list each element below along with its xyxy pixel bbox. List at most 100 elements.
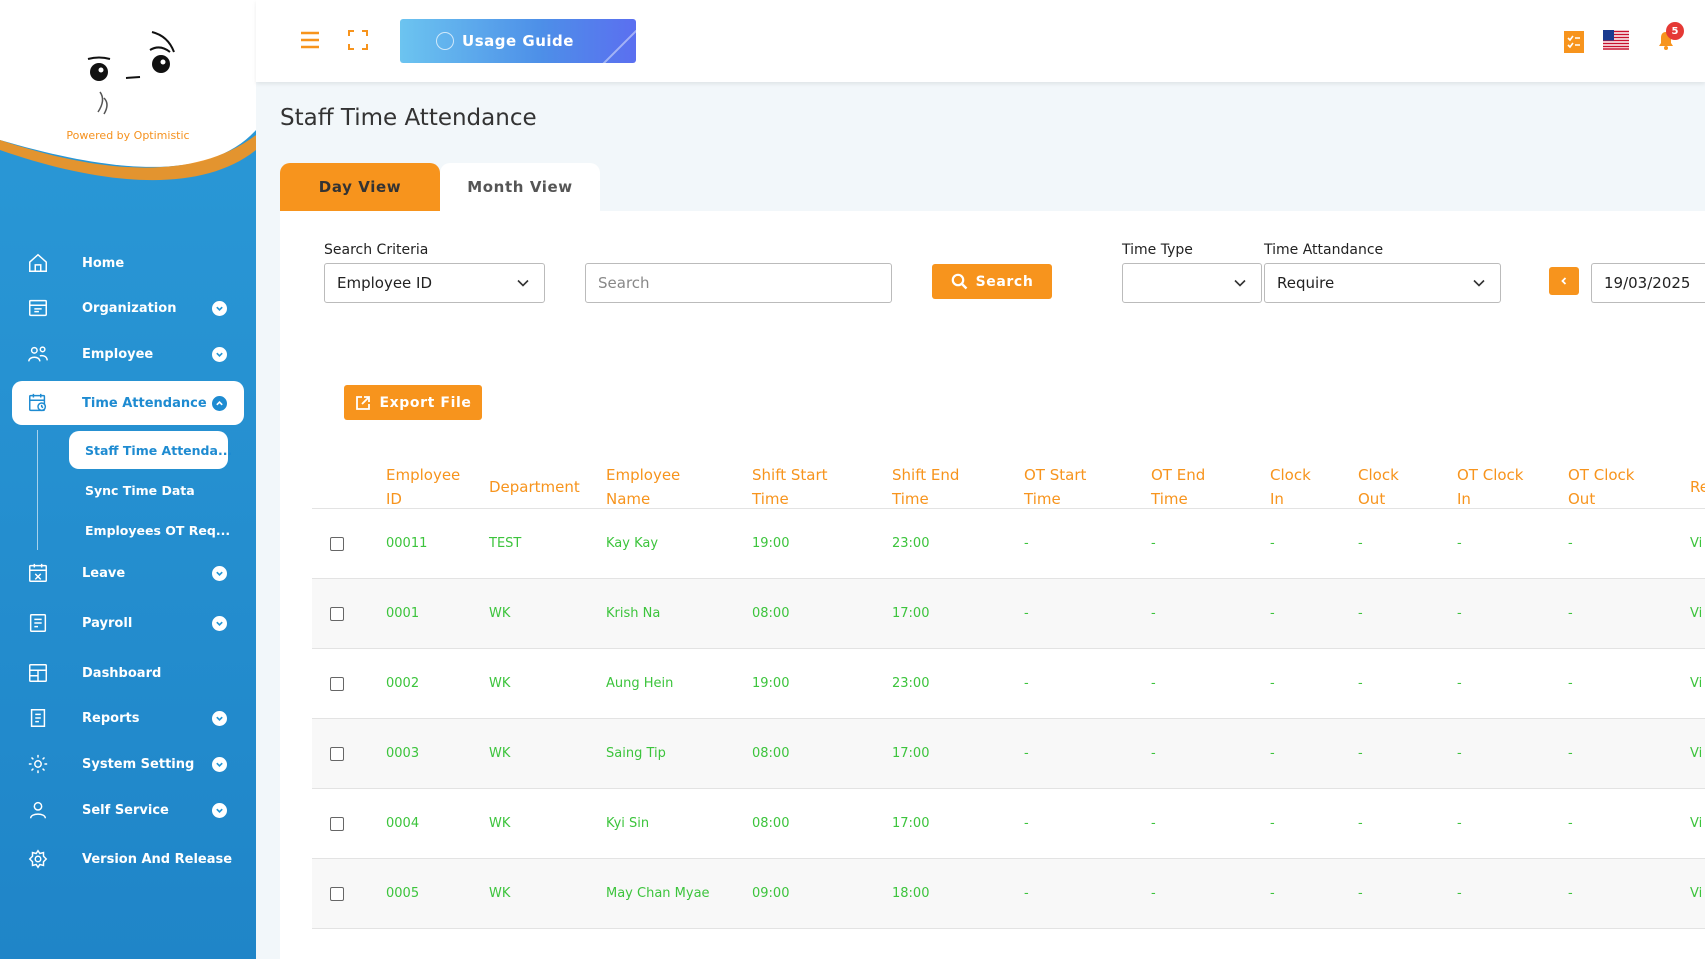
table-row[interactable]: 0002 WK Aung Hein 19:00 23:00 - - - - - - Vi — [312, 649, 1705, 719]
previous-date-button[interactable] — [1549, 267, 1579, 295]
cell-name: Saing Tip — [606, 746, 666, 761]
cell-clock-in: - — [1270, 816, 1275, 831]
search-icon — [951, 273, 968, 290]
cell-ot-start: - — [1024, 886, 1029, 901]
column-header-line: Name — [606, 490, 651, 508]
cell-clock-out: - — [1358, 886, 1363, 901]
row-checkbox[interactable] — [330, 887, 344, 901]
table-row[interactable]: 0001 WK Krish Na 08:00 17:00 - - - - - - Vi — [312, 579, 1705, 649]
cell-ot-start: - — [1024, 676, 1029, 691]
column-header[interactable]: Shift End Time — [892, 463, 959, 511]
checklist-icon[interactable] — [1563, 30, 1585, 58]
sidebar-item-label: Organization — [82, 300, 177, 316]
cell-ot-clock-in: - — [1457, 676, 1462, 691]
column-header-line: OT End — [1151, 466, 1206, 484]
cell-re[interactable]: Vi — [1690, 746, 1703, 761]
cell-re[interactable]: Vi — [1690, 536, 1703, 551]
table-row[interactable]: 0005 WK May Chan Myae 09:00 18:00 - - - - - - Vi — [312, 859, 1705, 929]
cell-dept: WK — [489, 606, 511, 621]
cell-re[interactable]: Vi — [1690, 886, 1703, 901]
cell-re[interactable]: Vi — [1690, 816, 1703, 831]
sidebar-item-self-service[interactable]: Self Service — [12, 788, 244, 832]
organization-icon — [26, 296, 50, 320]
tab-month-view[interactable]: Month View — [440, 163, 600, 211]
export-icon — [355, 395, 371, 411]
cell-shift-start: 08:00 — [752, 816, 790, 831]
cell-clock-in: - — [1270, 676, 1275, 691]
row-checkbox[interactable] — [330, 677, 344, 691]
hamburger-menu-icon[interactable] — [300, 30, 320, 54]
logo-wave-icon — [0, 0, 256, 181]
cell-ot-clock-out: - — [1568, 676, 1573, 691]
sidebar-subitem-sync-time-data[interactable]: Sync Time Data — [85, 482, 195, 498]
date-field[interactable]: 19/03/2025 — [1591, 263, 1705, 303]
column-header[interactable]: Employee Name — [606, 463, 680, 511]
notification-bell-icon[interactable]: 5 — [1657, 22, 1684, 54]
sidebar-item-system-setting[interactable]: System Setting — [12, 742, 244, 786]
column-header[interactable]: OT Start Time — [1024, 463, 1086, 511]
column-header[interactable]: Department — [489, 475, 580, 499]
user-icon — [26, 798, 50, 822]
column-header-line: ID — [386, 490, 402, 508]
cell-ot-start: - — [1024, 746, 1029, 761]
sidebar-item-version-and-release[interactable]: Version And Release — [12, 837, 244, 881]
column-header[interactable]: Clock Out — [1358, 463, 1399, 511]
sidebar-item-label: Reports — [82, 710, 140, 726]
sidebar-item-organization[interactable]: Organization — [12, 286, 244, 330]
cell-shift-start: 08:00 — [752, 606, 790, 621]
column-header-line: Employee — [386, 466, 461, 484]
cell-id: 0005 — [386, 886, 420, 901]
usage-guide-label: Usage Guide — [462, 32, 574, 50]
chevron-down-icon — [212, 565, 227, 581]
cell-ot-clock-out: - — [1568, 606, 1573, 621]
export-file-button[interactable]: Export File — [344, 385, 482, 420]
usage-guide-button[interactable]: Usage Guide — [400, 19, 636, 63]
row-checkbox[interactable] — [330, 817, 344, 831]
column-header[interactable]: OT Clock Out — [1568, 463, 1635, 511]
cell-re[interactable]: Vi — [1690, 676, 1703, 691]
column-header[interactable]: Employee ID — [386, 463, 460, 511]
sidebar-item-label: Time Attendance — [82, 395, 207, 411]
row-checkbox[interactable] — [330, 747, 344, 761]
column-header[interactable]: Shift Start Time — [752, 463, 828, 511]
sidebar-item-dashboard[interactable]: Dashboard — [12, 651, 244, 695]
search-button[interactable]: Search — [932, 264, 1052, 299]
search-input[interactable] — [585, 263, 892, 303]
search-criteria-select[interactable]: Employee ID — [324, 263, 545, 303]
table-row[interactable]: 0004 WK Kyi Sin 08:00 17:00 - - - - - - Vi — [312, 789, 1705, 859]
column-header[interactable]: Clock In — [1270, 463, 1311, 511]
tab-day-view[interactable]: Day View — [280, 163, 440, 211]
sidebar-item-reports[interactable]: Reports — [12, 696, 244, 740]
cell-ot-clock-out: - — [1568, 886, 1573, 901]
column-header[interactable]: OT End Time — [1151, 463, 1205, 511]
time-type-select[interactable] — [1122, 263, 1262, 303]
cell-ot-start: - — [1024, 816, 1029, 831]
column-header[interactable]: OT Clock In — [1457, 463, 1524, 511]
table-row[interactable]: 00011 TEST Kay Kay 19:00 23:00 - - - - - - Vi — [312, 509, 1705, 579]
sidebar-item-employee[interactable]: Employee — [12, 332, 244, 376]
sidebar-subitem-employees-ot-request[interactable]: Employees OT Req... — [85, 522, 231, 538]
sidebar-item-time-attendance[interactable]: Time Attendance — [12, 381, 244, 425]
row-checkbox[interactable] — [330, 537, 344, 551]
sidebar-item-payroll[interactable]: Payroll — [12, 601, 244, 645]
column-header[interactable]: Re — [1690, 475, 1705, 499]
row-checkbox[interactable] — [330, 607, 344, 621]
sidebar-item-leave[interactable]: Leave — [12, 551, 244, 595]
sidebar-item-label: Version And Release — [82, 851, 233, 867]
sidebar-subitem-staff-time-attendance[interactable]: Staff Time Attenda... — [69, 431, 232, 469]
cell-shift-start: 08:00 — [752, 746, 790, 761]
time-attendance-select[interactable]: Require — [1264, 263, 1501, 303]
search-button-label: Search — [975, 273, 1034, 290]
cell-ot-clock-in: - — [1457, 536, 1462, 551]
sidebar-item-home[interactable]: Home — [12, 241, 244, 285]
cell-shift-end: 18:00 — [892, 886, 930, 901]
chevron-down-icon — [212, 756, 227, 772]
table-row[interactable]: 0003 WK Saing Tip 08:00 17:00 - - - - - - Vi — [312, 719, 1705, 789]
fullscreen-icon[interactable] — [348, 30, 368, 54]
sidebar-item-label: Payroll — [82, 615, 133, 631]
cell-ot-clock-in: - — [1457, 886, 1462, 901]
chevron-down-icon — [212, 615, 227, 631]
us-flag-icon[interactable] — [1603, 30, 1629, 54]
cell-clock-in: - — [1270, 606, 1275, 621]
cell-re[interactable]: Vi — [1690, 606, 1703, 621]
